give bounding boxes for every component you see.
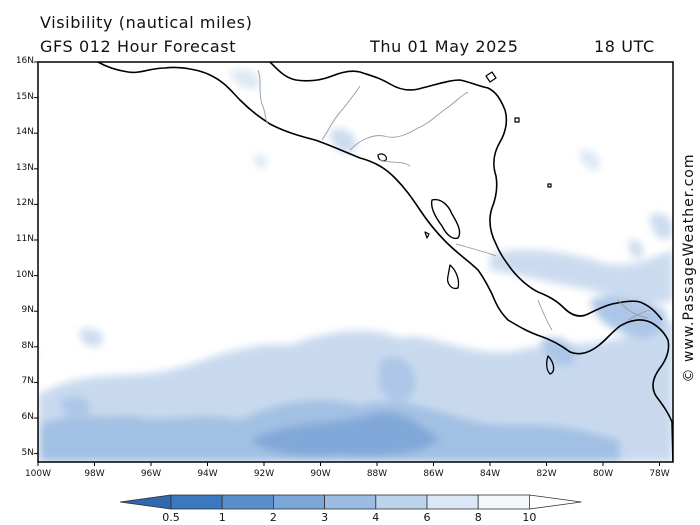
colorbar-label: 1 bbox=[218, 511, 226, 524]
lat-label: 12N bbox=[15, 198, 34, 209]
lat-label: 5N bbox=[21, 447, 34, 458]
lon-label: 98W bbox=[84, 469, 105, 479]
forecast-time: 18 UTC bbox=[594, 37, 655, 56]
forecast-subtitle: GFS 012 Hour Forecast bbox=[40, 37, 237, 56]
lon-label: 84W bbox=[479, 469, 501, 479]
colorbar-label: 2 bbox=[269, 511, 277, 524]
colorbar-max-arrow bbox=[529, 494, 582, 510]
lon-label: 78W bbox=[649, 469, 670, 479]
visibility-shading bbox=[38, 69, 673, 462]
lon-label: 82W bbox=[536, 469, 557, 479]
lat-label: 10N bbox=[15, 269, 34, 280]
lat-label: 7N bbox=[21, 376, 34, 387]
colorbar-label: 8 bbox=[474, 511, 482, 524]
lon-label: 80W bbox=[592, 469, 614, 479]
colorbar-min-arrow bbox=[119, 494, 172, 510]
credit-text: © www.PassageWeather.com bbox=[681, 153, 697, 383]
colorbar-segment bbox=[324, 494, 377, 510]
lon-label: 88W bbox=[366, 469, 388, 479]
lon-label: 96W bbox=[140, 469, 162, 479]
longitude-ticks bbox=[37, 462, 660, 466]
chart-title: Visibility (nautical miles) bbox=[40, 13, 253, 32]
lon-label: 86W bbox=[423, 469, 444, 479]
map-frame bbox=[37, 61, 674, 463]
colorbar-segment bbox=[272, 494, 325, 510]
colorbar-label: 10 bbox=[522, 511, 537, 524]
lon-label: 94W bbox=[197, 469, 218, 479]
latitude-ticks bbox=[34, 61, 38, 455]
visibility-colorbar bbox=[119, 494, 582, 510]
colorbar-segment bbox=[426, 494, 479, 510]
coastline bbox=[97, 62, 673, 462]
map-frame-content bbox=[38, 62, 673, 462]
lon-label: 90W bbox=[310, 469, 331, 479]
lon-label: 100W bbox=[24, 469, 52, 479]
lon-label: 92W bbox=[253, 469, 275, 479]
colorbar-label: 6 bbox=[423, 511, 431, 524]
lat-label: 13N bbox=[15, 162, 34, 173]
lat-label: 14N bbox=[15, 127, 34, 138]
colorbar-label: 3 bbox=[321, 511, 329, 524]
lat-label: 11N bbox=[15, 234, 34, 244]
colorbar-label: 0.5 bbox=[162, 511, 180, 524]
lat-label: 9N bbox=[21, 305, 34, 316]
colorbar-segment bbox=[375, 494, 428, 510]
country-borders bbox=[257, 69, 651, 331]
colorbar-segment bbox=[477, 494, 530, 510]
colorbar-label: 4 bbox=[372, 511, 380, 524]
lat-label: 16N bbox=[15, 56, 34, 66]
lat-label: 8N bbox=[21, 340, 34, 351]
lat-label: 15N bbox=[15, 91, 34, 102]
colorbar-segment bbox=[221, 494, 274, 510]
forecast-date: Thu 01 May 2025 bbox=[370, 37, 519, 56]
colorbar-segment bbox=[170, 494, 223, 510]
lat-label: 6N bbox=[21, 412, 34, 422]
